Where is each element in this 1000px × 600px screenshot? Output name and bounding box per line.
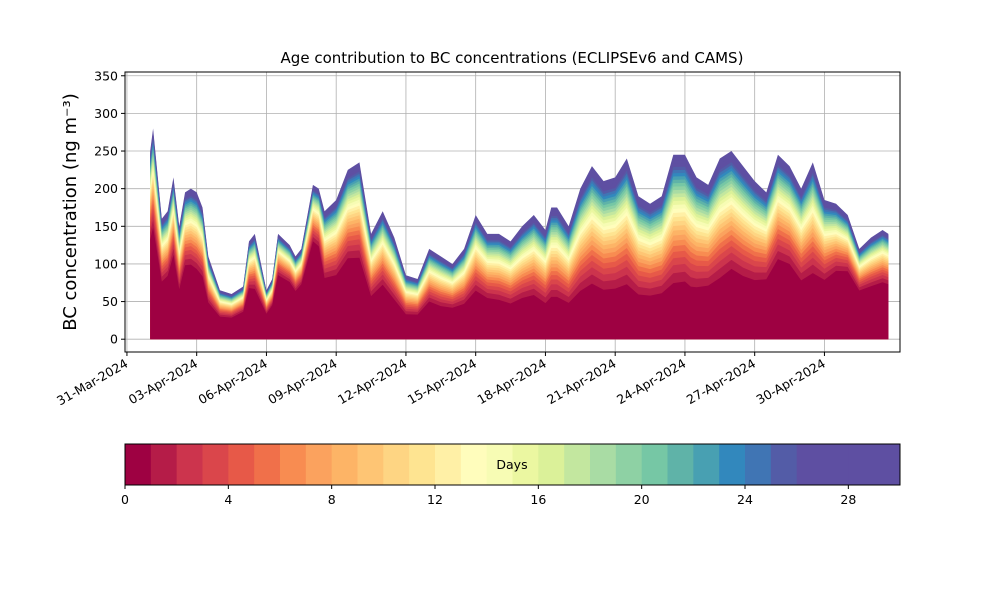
colorbar-swatch (564, 444, 591, 485)
colorbar-swatch (254, 444, 281, 485)
y-tick-label: 0 (110, 332, 118, 347)
colorbar-swatch (202, 444, 229, 485)
colorbar-swatch (822, 444, 849, 485)
colorbar-swatch (641, 444, 668, 485)
colorbar-tick-label: 8 (328, 492, 336, 507)
colorbar-swatch (435, 444, 462, 485)
colorbar-swatch (383, 444, 410, 485)
plot-frame (124, 71, 901, 353)
colorbar-tick-label: 28 (840, 492, 856, 507)
colorbar-swatch (357, 444, 384, 485)
y-tick-label: 200 (94, 181, 118, 196)
colorbar-tick-label: 16 (530, 492, 546, 507)
colorbar-swatch (693, 444, 720, 485)
x-tick-label: 21-Apr-2024 (544, 356, 618, 408)
colorbar-swatch (848, 444, 875, 485)
x-tick-label: 03-Apr-2024 (126, 356, 200, 408)
colorbar-swatch (460, 444, 488, 485)
colorbar-tick-label: 12 (427, 492, 443, 507)
colorbar-swatch (745, 444, 772, 485)
colorbar-swatch (150, 444, 178, 485)
x-tick-label: 15-Apr-2024 (405, 356, 479, 408)
colorbar-swatch (176, 444, 203, 485)
colorbar-label: Days (496, 457, 527, 472)
colorbar-swatch (770, 444, 798, 485)
x-tick-label: 30-Apr-2024 (753, 356, 827, 408)
colorbar-swatch (512, 444, 539, 485)
x-axis: 31-Mar-202403-Apr-202406-Apr-202409-Apr-… (54, 352, 828, 408)
x-tick-label: 06-Apr-2024 (195, 356, 269, 408)
colorbar-tick-label: 4 (224, 492, 232, 507)
x-tick-label: 09-Apr-2024 (265, 356, 339, 408)
age-band-area (150, 227, 889, 340)
y-tick-label: 150 (94, 219, 118, 234)
x-tick-label: 12-Apr-2024 (335, 356, 409, 408)
chart-title: Age contribution to BC concentrations (E… (281, 49, 744, 67)
y-tick-label: 50 (102, 294, 118, 309)
colorbar: 0 4 8 12 16 20 24 28 (121, 443, 901, 507)
y-axis-label: BC concentration (ng m⁻³) (60, 93, 81, 331)
y-tick-label: 300 (94, 106, 118, 121)
colorbar-tick-label: 0 (121, 492, 129, 507)
y-tick-label: 100 (94, 256, 118, 271)
colorbar-tick-label: 20 (634, 492, 650, 507)
colorbar-frame (124, 443, 901, 486)
colorbar-swatch (280, 444, 307, 485)
colorbar-swatch (125, 444, 152, 485)
x-tick-label: 27-Apr-2024 (684, 356, 758, 408)
y-tick-label: 350 (94, 68, 118, 83)
age-stacked-areas (150, 128, 889, 340)
colorbar-tick-label: 24 (737, 492, 753, 507)
colorbar-swatch (409, 444, 436, 485)
colorbar-swatch (796, 444, 823, 485)
colorbar-swatch (228, 444, 255, 485)
colorbar-swatch (590, 444, 617, 485)
colorbar-swatch (486, 444, 513, 485)
colorbar-swatch (538, 444, 565, 485)
y-axis: 0 50 100 150 200 250 300 350 (94, 68, 125, 347)
y-tick-label: 250 (94, 144, 118, 159)
colorbar-swatch (874, 444, 901, 485)
colorbar-swatch (719, 444, 746, 485)
colorbar-swatch (667, 444, 694, 485)
x-tick-label: 24-Apr-2024 (614, 356, 688, 408)
colorbar-swatch (331, 444, 358, 485)
colorbar-swatch (305, 444, 333, 485)
x-tick-label: 18-Apr-2024 (474, 356, 548, 408)
x-tick-label: 31-Mar-2024 (54, 356, 130, 409)
colorbar-swatch (615, 444, 643, 485)
